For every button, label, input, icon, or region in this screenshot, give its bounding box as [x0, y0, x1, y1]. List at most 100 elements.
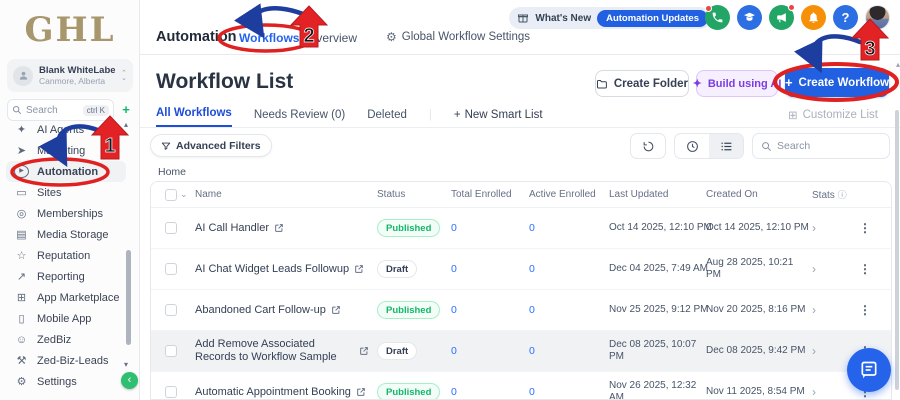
- table-row[interactable]: Add Remove Associated Records to Workflo…: [151, 331, 891, 372]
- select-all-checkbox[interactable]: [165, 188, 177, 201]
- user-avatar[interactable]: [865, 5, 890, 30]
- account-expander-icon[interactable]: ⌃ ⌄: [121, 69, 127, 82]
- account-switcher[interactable]: Blank WhiteLabel Canmore, Alberta ⌃ ⌄: [7, 59, 133, 92]
- row-menu-button[interactable]: ⋮: [859, 262, 871, 276]
- breadcrumb[interactable]: Home: [158, 166, 187, 178]
- customize-list-button[interactable]: ⊞ Customize List: [787, 109, 878, 122]
- tab-needs-review[interactable]: Needs Review (0): [253, 109, 346, 121]
- tab-workflows[interactable]: Workflows: [239, 31, 300, 45]
- sidebar-item-app-marketplace[interactable]: ⊞ App Marketplace: [0, 287, 140, 308]
- table-search-input[interactable]: Search: [752, 133, 890, 159]
- stats-chevron-icon[interactable]: ›: [812, 262, 816, 276]
- help-button[interactable]: ?: [833, 5, 858, 30]
- advanced-filters-button[interactable]: Advanced Filters: [150, 134, 272, 157]
- total-enrolled-value[interactable]: 0: [451, 263, 457, 275]
- sidebar-collapse-button[interactable]: ‹: [121, 372, 138, 389]
- scroll-up-icon[interactable]: ▴: [895, 60, 900, 69]
- sidebar-item-reputation[interactable]: ☆ Reputation: [0, 245, 140, 266]
- whats-new-pill[interactable]: What's New Automation Updates: [509, 7, 711, 29]
- build-using-ai-button[interactable]: ✦ Build using AI: [693, 70, 781, 97]
- total-enrolled-value[interactable]: 0: [451, 345, 457, 357]
- workflow-name-link[interactable]: Automatic Appointment Booking: [195, 385, 351, 398]
- sidebar-search-input[interactable]: Search ctrl K: [7, 99, 114, 121]
- list-view-button[interactable]: [709, 134, 743, 158]
- tab-all-workflows[interactable]: All Workflows: [156, 107, 232, 127]
- quick-add-button[interactable]: +: [122, 102, 130, 117]
- workflow-name-link[interactable]: Abandoned Cart Follow-up: [195, 303, 326, 316]
- chat-widget-button[interactable]: [847, 348, 891, 392]
- stats-chevron-icon[interactable]: ›: [812, 385, 816, 399]
- trend-icon: ↗: [16, 271, 27, 283]
- automation-updates-badge[interactable]: Automation Updates: [597, 9, 708, 27]
- external-link-icon[interactable]: [356, 387, 366, 397]
- academy-button[interactable]: [737, 5, 762, 30]
- column-header-stats[interactable]: Stats: [812, 190, 835, 201]
- sidebar-item-automation[interactable]: ▶ Automation: [0, 161, 140, 182]
- sidebar-item-reporting[interactable]: ↗ Reporting: [0, 266, 140, 287]
- external-link-icon[interactable]: [331, 305, 341, 315]
- search-shortcut-badge: ctrl K: [82, 104, 109, 116]
- sidebar-scroll-down-icon[interactable]: ▾: [124, 360, 129, 369]
- sidebar-item-settings[interactable]: ⚙ Settings: [0, 371, 140, 392]
- stats-chevron-icon[interactable]: ›: [812, 344, 816, 358]
- row-checkbox[interactable]: [165, 345, 177, 357]
- chevron-down-icon[interactable]: ⌄: [180, 189, 188, 199]
- notifications-button[interactable]: [801, 5, 826, 30]
- row-menu-button[interactable]: ⋮: [859, 221, 871, 235]
- tab-deleted[interactable]: Deleted: [367, 109, 407, 121]
- sidebar-item-sites[interactable]: ▭ Sites: [0, 182, 140, 203]
- folder-icon: [596, 79, 607, 88]
- active-enrolled-value[interactable]: 0: [529, 386, 535, 398]
- column-header-name[interactable]: Name: [195, 189, 222, 200]
- info-icon[interactable]: ⓘ: [837, 190, 847, 200]
- workflow-name-link[interactable]: AI Chat Widget Leads Followup: [195, 262, 350, 275]
- active-enrolled-value[interactable]: 0: [529, 222, 535, 234]
- sidebar-item-marketing[interactable]: ➤ Marketing: [0, 140, 140, 161]
- new-smart-list-button[interactable]: + New Smart List: [453, 109, 543, 121]
- row-checkbox[interactable]: [165, 222, 177, 234]
- column-header-total-enrolled[interactable]: Total Enrolled: [451, 189, 512, 200]
- total-enrolled-value[interactable]: 0: [451, 222, 457, 234]
- sidebar-scrollbar[interactable]: [126, 250, 131, 345]
- tab-overview[interactable]: Overview: [307, 31, 358, 45]
- row-checkbox[interactable]: [165, 304, 177, 316]
- stats-chevron-icon[interactable]: ›: [812, 221, 816, 235]
- main-scrollbar[interactable]: [895, 110, 899, 390]
- history-view-button[interactable]: [630, 133, 666, 159]
- announcements-button[interactable]: [769, 4, 795, 30]
- workflow-name-link[interactable]: Add Remove Associated Records to Workflo…: [195, 338, 337, 363]
- global-workflow-settings-link[interactable]: ⚙ Global Workflow Settings: [386, 30, 531, 44]
- create-workflow-button[interactable]: + Create Workflow: [785, 68, 889, 97]
- table-row[interactable]: Abandoned Cart Follow-up Published 0 0 N…: [151, 290, 891, 331]
- automation-play-icon: ▶: [14, 165, 29, 178]
- external-link-icon[interactable]: [359, 346, 369, 356]
- total-enrolled-value[interactable]: 0: [451, 386, 457, 398]
- create-folder-button[interactable]: Create Folder: [595, 70, 689, 97]
- sidebar-item-zed-biz-leads[interactable]: ⚒ Zed-Biz-Leads: [0, 350, 140, 371]
- clock-view-button[interactable]: [675, 134, 709, 158]
- row-checkbox[interactable]: [165, 263, 177, 275]
- sidebar-item-memberships[interactable]: ◎ Memberships: [0, 203, 140, 224]
- row-menu-button[interactable]: ⋮: [859, 303, 871, 317]
- total-enrolled-value[interactable]: 0: [451, 304, 457, 316]
- workflow-name-link[interactable]: AI Call Handler: [195, 221, 269, 234]
- column-header-created-on[interactable]: Created On: [706, 188, 758, 200]
- active-enrolled-value[interactable]: 0: [529, 263, 535, 275]
- sidebar-item-mobile-app[interactable]: ▯ Mobile App: [0, 308, 140, 329]
- active-enrolled-value[interactable]: 0: [529, 345, 535, 357]
- row-checkbox[interactable]: [165, 386, 177, 398]
- table-row[interactable]: Automatic Appointment Booking Published …: [151, 372, 891, 399]
- stats-chevron-icon[interactable]: ›: [812, 303, 816, 317]
- column-header-last-updated[interactable]: Last Updated: [609, 188, 669, 200]
- sidebar-item-media-storage[interactable]: ▤ Media Storage: [0, 224, 140, 245]
- external-link-icon[interactable]: [274, 223, 284, 233]
- external-link-icon[interactable]: [354, 264, 364, 274]
- sidebar-scroll-up-icon[interactable]: ▴: [124, 120, 129, 129]
- table-row[interactable]: AI Call Handler Published 0 0 Oct 14 202…: [151, 208, 891, 249]
- sidebar-item-ai-agents[interactable]: ✦ AI Agents: [0, 119, 140, 140]
- column-header-status[interactable]: Status: [377, 189, 406, 200]
- sidebar-item-zedbiz[interactable]: ☺ ZedBiz: [15, 333, 72, 346]
- table-row[interactable]: AI Chat Widget Leads Followup Draft 0 0 …: [151, 249, 891, 290]
- column-header-active-enrolled[interactable]: Active Enrolled: [529, 189, 596, 200]
- active-enrolled-value[interactable]: 0: [529, 304, 535, 316]
